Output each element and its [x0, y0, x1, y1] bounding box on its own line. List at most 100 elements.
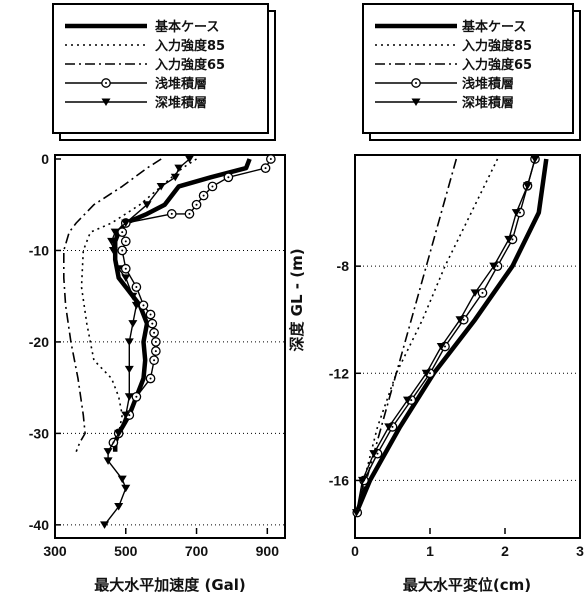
- series-line-0: [354, 158, 549, 514]
- series-line-1: [80, 158, 197, 443]
- point-3-5-dot: [481, 291, 484, 294]
- point-4-14: [124, 338, 134, 346]
- point-4-0: [184, 155, 194, 163]
- legend-marker-4: [101, 98, 111, 106]
- y-tick-label-0: -8: [337, 258, 350, 274]
- point-4-1: [174, 164, 184, 173]
- legend-label-2: 入力強度65: [462, 57, 532, 73]
- point-4-19: [103, 448, 113, 456]
- point-3-7-dot: [444, 345, 446, 348]
- y-tick-label-0: 0: [41, 151, 49, 167]
- point-4-6: [110, 228, 120, 237]
- point-4-17: [121, 411, 131, 420]
- point-3-0-dot: [269, 158, 272, 160]
- point-3-6-dot: [462, 318, 465, 321]
- x-tick-label-2: 700: [185, 543, 209, 559]
- point-4-10: [121, 274, 131, 282]
- plot-right-frame: [354, 154, 581, 539]
- point-3-16-dot: [151, 322, 154, 325]
- point-4-5: [121, 219, 131, 228]
- point-3-11-dot: [121, 249, 124, 252]
- point-4-2: [511, 209, 521, 217]
- x-axis-label-left: 最大水平加速度 (Gal): [94, 576, 246, 594]
- series-line-4: [355, 158, 536, 513]
- x-tick-label-3: 3: [576, 543, 584, 559]
- point-3-15-dot: [149, 313, 152, 316]
- legend-label-3: 浅堆積層: [462, 76, 514, 92]
- point-3-10-dot: [124, 240, 127, 243]
- legend-marker-3-dot: [415, 82, 417, 84]
- y-tick-label-1: -10: [29, 242, 49, 258]
- point-4-3: [504, 235, 514, 244]
- legend-label-1: 入力強度85: [462, 38, 532, 54]
- legend-label-4: 深堆積層: [155, 95, 207, 111]
- point-4-6: [455, 316, 465, 324]
- plot-displacement: -8 -12 -16 0 1 2 3 最大水平変位(cm) 深度 GL - (m): [288, 154, 584, 594]
- x-tick-label-3: 900: [256, 543, 280, 559]
- point-4-22: [121, 484, 131, 493]
- point-4-4: [142, 201, 152, 209]
- legend-label-1: 入力強度85: [155, 38, 225, 54]
- point-3-6-dot: [188, 212, 191, 215]
- x-tick-label-1: 1: [426, 543, 434, 559]
- point-4-1: [523, 182, 532, 190]
- point-4-13: [128, 320, 138, 328]
- point-3-18-dot: [154, 340, 157, 343]
- x-tick-label-0: 0: [351, 543, 359, 559]
- point-3-23-dot: [128, 414, 131, 417]
- series-line-2: [62, 158, 162, 452]
- point-4-0: [530, 155, 540, 163]
- legend-label-2: 入力強度65: [155, 57, 225, 73]
- legend-marker-4: [411, 98, 421, 106]
- point-3-4-dot: [496, 265, 499, 268]
- point-4-12: [131, 301, 141, 310]
- point-4-5: [470, 289, 480, 297]
- x-tick-label-0: 300: [43, 543, 67, 559]
- legend-label-0: 基本ケース: [154, 19, 219, 35]
- point-4-7: [436, 343, 446, 351]
- point-4-21: [117, 475, 127, 484]
- point-3-9-dot: [410, 399, 413, 402]
- point-3-3-dot: [511, 238, 514, 241]
- point-4-3: [156, 182, 166, 191]
- y-tick-label-4: -40: [29, 517, 49, 533]
- point-3-3-dot: [211, 185, 214, 188]
- point-3-19-dot: [154, 350, 157, 353]
- point-4-23: [114, 503, 124, 511]
- point-4-11: [369, 450, 379, 458]
- point-3-14-dot: [142, 304, 145, 307]
- point-4-13: [352, 509, 361, 517]
- point-3-11-dot: [376, 452, 379, 455]
- x-tick-label-1: 500: [114, 543, 138, 559]
- point-3-2-dot: [519, 211, 521, 214]
- point-4-8: [421, 369, 431, 378]
- point-3-10-dot: [391, 425, 394, 428]
- point-4-4: [489, 262, 499, 271]
- y-axis-label-right: 深度 GL - (m): [288, 248, 306, 351]
- point-3-9-dot: [121, 231, 124, 234]
- legend-label-0: 基本ケース: [461, 19, 526, 35]
- point-3-2-dot: [227, 176, 230, 179]
- point-3-21-dot: [149, 377, 152, 380]
- plot-acceleration: 0 -10 -20 -30 -40 300 500 700 900 最大水平加速度 (Gal): [29, 151, 286, 594]
- point-4-20: [103, 457, 113, 465]
- point-3-7-dot: [170, 212, 173, 215]
- point-4-24: [100, 521, 110, 529]
- point-4-16: [124, 393, 134, 401]
- point-4-11: [128, 292, 138, 301]
- series-line-1: [355, 158, 499, 513]
- point-3-12-dot: [124, 267, 127, 270]
- y-tick-label-3: -30: [29, 425, 49, 441]
- point-4-12: [358, 476, 367, 485]
- y-tick-label-2: -16: [329, 472, 349, 488]
- legend-marker-3-dot: [105, 82, 107, 84]
- point-4-15: [124, 365, 134, 374]
- x-axis-label-right: 最大水平変位(cm): [403, 576, 531, 594]
- point-3-17-dot: [153, 331, 156, 334]
- y-tick-label-1: -12: [329, 365, 349, 381]
- point-4-18: [114, 429, 124, 438]
- point-3-8-dot: [429, 372, 431, 375]
- point-4-8: [108, 246, 118, 255]
